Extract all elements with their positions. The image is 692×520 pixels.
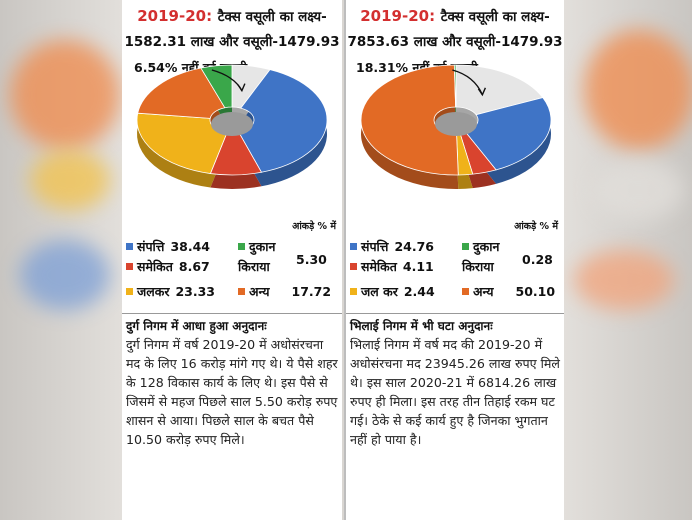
title-line2: 7853.63 लाख और वसूली-1479.93: [347, 34, 563, 50]
callout-arrowhead: [237, 83, 246, 93]
legend-composite: समेकित 8.67: [126, 258, 210, 275]
legend-water: जलकर 23.33: [126, 283, 215, 300]
legend-label-other: अन्य: [473, 284, 494, 299]
divider: [346, 313, 564, 314]
chart-subtitle: 1582.31 लाख और वसूली-1479.93: [122, 29, 342, 54]
donut-slice-other: [137, 67, 226, 119]
legend: संपत्ति 38.44 दुकान किराया 5.30 समेकित 8…: [126, 238, 338, 308]
legend-swatch-property: [126, 243, 133, 250]
legend-property: संपत्ति 38.44: [126, 238, 210, 255]
chart-title: 2019-20: टैक्स वसूली का लक्ष्य-: [122, 4, 342, 29]
legend-property: संपत्ति 24.76: [350, 238, 434, 255]
title-year: 2019-20:: [137, 7, 213, 25]
legend-label-shop-rent: दुकान: [249, 239, 276, 254]
legend-swatch-other: [462, 288, 469, 295]
legend-swatch-composite: [126, 263, 133, 270]
legend-swatch-water: [126, 288, 133, 295]
legend-shop-rent-line2: किराया: [238, 258, 270, 275]
title-line1: टैक्स वसूली का लक्ष्य-: [217, 9, 327, 25]
legend-value-water: 2.44: [403, 284, 435, 299]
title-year: 2019-20:: [360, 7, 436, 25]
donut-slice-other: [360, 64, 459, 176]
legend: संपत्ति 24.76 दुकान किराया 0.28 समेकित 4…: [350, 238, 560, 308]
legend-shop-rent-value-box: 0.28: [522, 252, 553, 267]
legend-label-composite: समेकित: [361, 259, 397, 274]
legend-swatch-shop-rent: [462, 243, 469, 250]
article-body: दुर्ग निगम में वर्ष 2019-20 में अधोसंरचन…: [126, 337, 338, 447]
legend-label-shop-rent-2: किराया: [238, 259, 270, 274]
legend-value-water: 23.33: [175, 284, 216, 299]
legend-other: अन्य 50.10: [462, 283, 555, 300]
legend-shop-rent: दुकान: [462, 238, 499, 255]
article-headline: दुर्ग निगम में आधा हुआ अनुदानः: [126, 319, 267, 333]
legend-swatch-shop-rent: [238, 243, 245, 250]
units-note: आंकड़े % में: [514, 221, 558, 232]
chart-title: 2019-20: टैक्स वसूली का लक्ष्य-: [346, 4, 564, 29]
legend-value-property: 38.44: [170, 239, 210, 254]
legend-label-other: अन्य: [249, 284, 270, 299]
legend-composite: समेकित 4.11: [350, 258, 434, 275]
legend-value-composite: 4.11: [402, 259, 434, 274]
chart-subtitle: 7853.63 लाख और वसूली-1479.93: [346, 29, 564, 54]
article-body: भिलाई निगम में वर्ष मद की 2019-20 में अध…: [350, 337, 560, 447]
legend-label-property: संपत्ति: [137, 239, 165, 254]
legend-swatch-water: [350, 288, 357, 295]
blurred-right-background: [564, 0, 692, 520]
legend-swatch-property: [350, 243, 357, 250]
legend-label-water: जलकर: [137, 284, 170, 299]
legend-other: अन्य 17.72: [238, 283, 331, 300]
legend-value-other: 17.72: [291, 284, 332, 299]
bhilai-panel: 2019-20: टैक्स वसूली का लक्ष्य- 7853.63 …: [344, 0, 564, 520]
donut-hole: [211, 112, 253, 136]
donut-chart-bhilai: [360, 64, 552, 190]
legend-value-composite: 8.67: [178, 259, 210, 274]
legend-label-composite: समेकित: [137, 259, 173, 274]
legend-value-shop-rent: 5.30: [296, 252, 327, 267]
legend-shop-rent-line2: किराया: [462, 258, 494, 275]
donut-slice-unrecovered: [455, 64, 544, 116]
divider: [122, 313, 342, 314]
legend-water: जल कर 2.44: [350, 283, 435, 300]
legend-swatch-composite: [350, 263, 357, 270]
legend-swatch-other: [238, 288, 245, 295]
legend-label-shop-rent: दुकान: [473, 239, 500, 254]
article-headline: भिलाई निगम में भी घटा अनुदानः: [350, 319, 493, 333]
units-note: आंकड़े % में: [292, 221, 336, 232]
donut-slice-property: [464, 97, 552, 171]
title-line1: टैक्स वसूली का लक्ष्य-: [440, 9, 550, 25]
legend-label-shop-rent-2: किराया: [462, 259, 494, 274]
legend-value-property: 24.76: [394, 239, 434, 254]
legend-shop-rent: दुकान: [238, 238, 275, 255]
donut-slice-shop_rent: [200, 64, 233, 109]
donut-slice-property: [238, 69, 328, 173]
title-line2: 1582.31 लाख और वसूली-1479.93: [124, 34, 340, 50]
legend-label-property: संपत्ति: [361, 239, 389, 254]
callout-arrowhead: [477, 87, 487, 97]
legend-shop-rent-value-box: 5.30: [296, 252, 327, 267]
legend-label-water: जल कर: [361, 284, 398, 299]
legend-value-shop-rent: 0.28: [522, 252, 553, 267]
donut-hole: [435, 112, 477, 136]
legend-value-other: 50.10: [515, 284, 556, 299]
durg-panel: 2019-20: टैक्स वसूली का लक्ष्य- 1582.31 …: [122, 0, 342, 520]
blurred-left-background: [0, 0, 122, 520]
donut-chart-durg: [136, 64, 328, 189]
donut-slice-shop_rent: [453, 64, 457, 108]
